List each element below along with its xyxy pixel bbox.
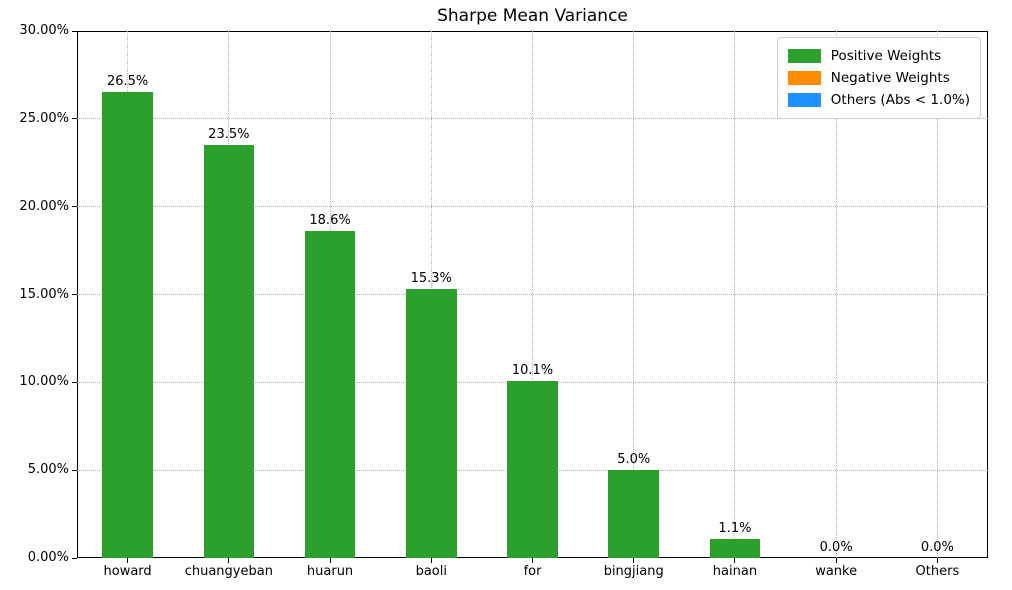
- legend-item-label: Others (Abs < 1.0%): [830, 92, 970, 108]
- y-tick-mark: [72, 381, 77, 383]
- x-tick-label: Others: [915, 564, 960, 579]
- chart-title: Sharpe Mean Variance: [437, 6, 628, 26]
- x-tick-label: chuangyeban: [184, 564, 273, 579]
- x-tick-label: howard: [103, 564, 152, 579]
- bar-baoli: [405, 289, 457, 558]
- bar-huarun: [304, 231, 356, 558]
- legend-swatch-icon: [787, 71, 821, 85]
- bar-bingjiang: [608, 470, 660, 558]
- bar-value-label: 0.0%: [819, 540, 853, 555]
- y-tick-mark: [72, 294, 77, 295]
- y-tick-label: 0.00%: [27, 550, 69, 565]
- legend-swatch-icon: [787, 49, 821, 63]
- x-tick-label: for: [523, 564, 542, 579]
- legend-item-label: Negative Weights: [830, 70, 950, 86]
- bar-value-label: 15.3%: [410, 271, 452, 287]
- y-tick-label: 10.00%: [19, 374, 69, 390]
- legend-item: Positive Weights: [787, 45, 970, 67]
- bar-chuangyeban: [203, 145, 255, 558]
- x-tick-mark: [430, 558, 432, 563]
- x-tick-label: baoli: [415, 564, 447, 579]
- x-gridline: [734, 31, 736, 558]
- bar-value-label: 5.0%: [617, 452, 651, 468]
- y-tick-mark: [72, 118, 77, 120]
- x-tick-mark: [329, 558, 331, 563]
- x-tick-mark: [633, 558, 635, 563]
- y-tick-mark: [72, 30, 77, 32]
- bar-value-label: 10.1%: [511, 362, 554, 378]
- y-tick-mark: [72, 206, 77, 208]
- x-tick-label: huarun: [306, 564, 354, 579]
- x-gridline: [835, 31, 837, 558]
- legend-swatch-icon: [787, 93, 821, 107]
- bar-for: [507, 380, 558, 558]
- bar-value-label: 0.0%: [920, 540, 954, 555]
- bar-howard: [102, 92, 153, 558]
- legend: Positive Weights Negative Weights Others (…: [776, 37, 981, 119]
- bar-value-label: 23.5%: [208, 127, 250, 143]
- x-tick-mark: [835, 558, 837, 563]
- bar-value-label: 26.5%: [106, 74, 149, 90]
- x-tick-mark: [532, 558, 533, 563]
- x-gridline: [633, 31, 635, 558]
- x-tick-label: bingjiang: [603, 564, 664, 579]
- x-tick-label: hainan: [712, 564, 758, 579]
- legend-item-label: Positive Weights: [830, 48, 942, 64]
- y-tick-label: 25.00%: [19, 110, 69, 126]
- y-tick-mark: [72, 469, 77, 471]
- bar-value-label: 18.6%: [309, 213, 351, 229]
- legend-item: Others (Abs < 1.0%): [787, 89, 970, 111]
- y-tick-label: 20.00%: [19, 198, 69, 214]
- x-tick-mark: [936, 558, 938, 563]
- y-tick-label: 15.00%: [19, 286, 69, 302]
- bar-value-label: 1.1%: [718, 520, 752, 536]
- x-tick-mark: [127, 558, 129, 563]
- y-tick-label: 5.00%: [27, 462, 69, 478]
- y-tick-label: 30.00%: [19, 23, 69, 38]
- x-gridline: [936, 31, 938, 558]
- x-tick-mark: [228, 558, 230, 563]
- x-gridline: [532, 31, 533, 558]
- x-tick-mark: [734, 558, 736, 563]
- bar-hainan: [709, 538, 761, 558]
- y-tick-mark: [72, 557, 77, 559]
- legend-item: Negative Weights: [787, 67, 970, 89]
- x-tick-label: wanke: [815, 564, 858, 579]
